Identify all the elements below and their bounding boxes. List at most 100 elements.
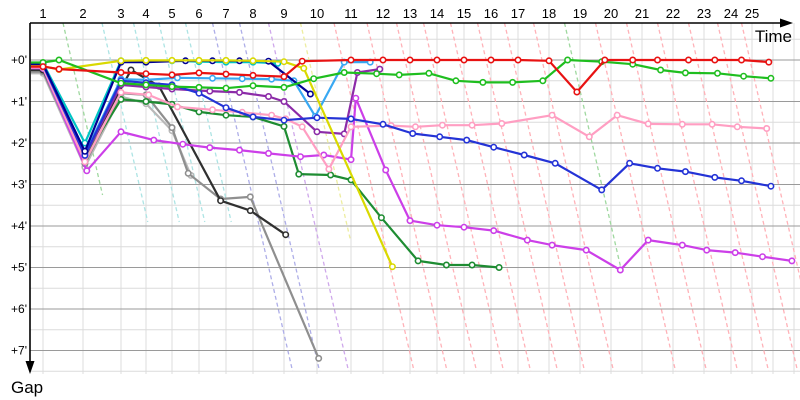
series-point-green [249, 82, 257, 90]
series-point-dark-green [377, 214, 385, 222]
series-point-blue [711, 173, 719, 181]
series-lines [31, 56, 796, 362]
series-point-green [280, 83, 288, 91]
series-gray [31, 68, 323, 362]
x-tick-label: 16 [484, 6, 498, 21]
series-point-green [340, 69, 348, 77]
series-point-yellow [249, 57, 257, 65]
series-point-yellow [117, 57, 125, 65]
series-point-pink [678, 120, 686, 128]
series-point-navy [81, 147, 89, 155]
x-tick-label: 19 [573, 6, 587, 21]
y-tick-label: +7' [11, 344, 27, 358]
x-tick-label: 13 [403, 6, 417, 21]
series-point-pink [209, 106, 217, 114]
lap-line [503, 22, 586, 372]
y-tick-label: +2' [11, 136, 27, 150]
series-point-magenta [616, 266, 624, 274]
tick-labels: 1 2 3 4 5 6 7 8 9 10 11 12 13 14 15 16 17 18 19 20 21 22 23 24 2… [11, 6, 759, 358]
series-point-pink [708, 120, 716, 128]
series-point-black [217, 197, 225, 205]
lap-line [132, 22, 180, 223]
series-point-pink [145, 91, 153, 99]
y-tick-label: +0' [11, 53, 27, 67]
series-point-red [487, 56, 495, 64]
series-point-green [713, 69, 721, 77]
series-point-blue [249, 113, 257, 121]
series-point-pink [644, 120, 652, 128]
series-point-purple [280, 98, 288, 106]
series-point-green [509, 78, 517, 86]
series-point-dark-green [195, 108, 203, 116]
series-point-blue [379, 120, 387, 128]
series-point-green [479, 78, 487, 86]
series-point-blue [195, 89, 203, 97]
series-point-green [564, 56, 572, 64]
y-tick-label: +5' [11, 261, 27, 275]
series-point-pink [733, 123, 741, 131]
series-point-pink [468, 121, 476, 129]
x-axis-arrow-icon [780, 18, 793, 28]
series-point-blue [463, 136, 471, 144]
series-point-magenta [406, 217, 414, 225]
series-point-blue [347, 115, 355, 123]
series-point-magenta [644, 236, 652, 244]
x-tick-label: 1 [39, 6, 46, 21]
series-point-black [282, 231, 290, 239]
x-tick-label: 12 [376, 6, 390, 21]
x-tick-label: 3 [117, 6, 124, 21]
series-point-green [142, 81, 150, 89]
series-point-blue [280, 116, 288, 124]
series-point-dark-green [442, 261, 450, 269]
series-point-red [406, 56, 414, 64]
x-tick-label: 5 [168, 6, 175, 21]
lap-line [299, 22, 352, 241]
series-point-green [681, 69, 689, 77]
x-tick-label: 23 [697, 6, 711, 21]
series-point-red [117, 69, 125, 77]
series-point-green [373, 70, 381, 78]
series-point-magenta [347, 156, 355, 164]
series-point-red [249, 71, 257, 79]
series-point-blue [490, 143, 498, 151]
series-point-sky-blue [173, 74, 181, 82]
series-point-magenta [758, 253, 766, 261]
series-point-red [433, 56, 441, 64]
x-tick-label: 4 [142, 6, 149, 21]
series-point-sky-blue [238, 75, 246, 83]
series-point-magenta [548, 241, 556, 249]
series-point-yellow [168, 56, 176, 64]
lap-line [687, 22, 770, 372]
series-point-red [711, 56, 719, 64]
x-tick-label: 6 [195, 6, 202, 21]
series-point-red [629, 56, 637, 64]
lap-line [422, 22, 505, 372]
series-point-red [39, 63, 47, 71]
lap-line [333, 22, 415, 372]
series-point-blue [436, 133, 444, 141]
series-point-dark-green [295, 170, 303, 178]
series-point-pink [347, 123, 355, 131]
series-point-green [195, 83, 203, 91]
series-point-magenta [206, 144, 214, 152]
series-point-red [142, 70, 150, 78]
x-tick-label: 7 [222, 6, 229, 21]
series-point-dark-green [222, 111, 230, 119]
lap-line [395, 22, 478, 372]
series-point-magenta [460, 223, 468, 231]
series-point-pink [585, 133, 593, 141]
x-tick-label: 20 [604, 6, 618, 21]
series-point-yellow [388, 263, 396, 271]
x-tick-label: 25 [745, 6, 759, 21]
series-point-red [653, 56, 661, 64]
series-point-blue [653, 164, 661, 172]
series-point-blue [681, 168, 689, 176]
x-axis-title: Time [755, 27, 792, 46]
series-point-red [195, 69, 203, 77]
series-point-red [514, 56, 522, 64]
series-point-yellow [300, 64, 308, 72]
series-point-magenta [150, 136, 158, 144]
series-point-pink [763, 125, 771, 133]
series-point-blue [598, 186, 606, 194]
